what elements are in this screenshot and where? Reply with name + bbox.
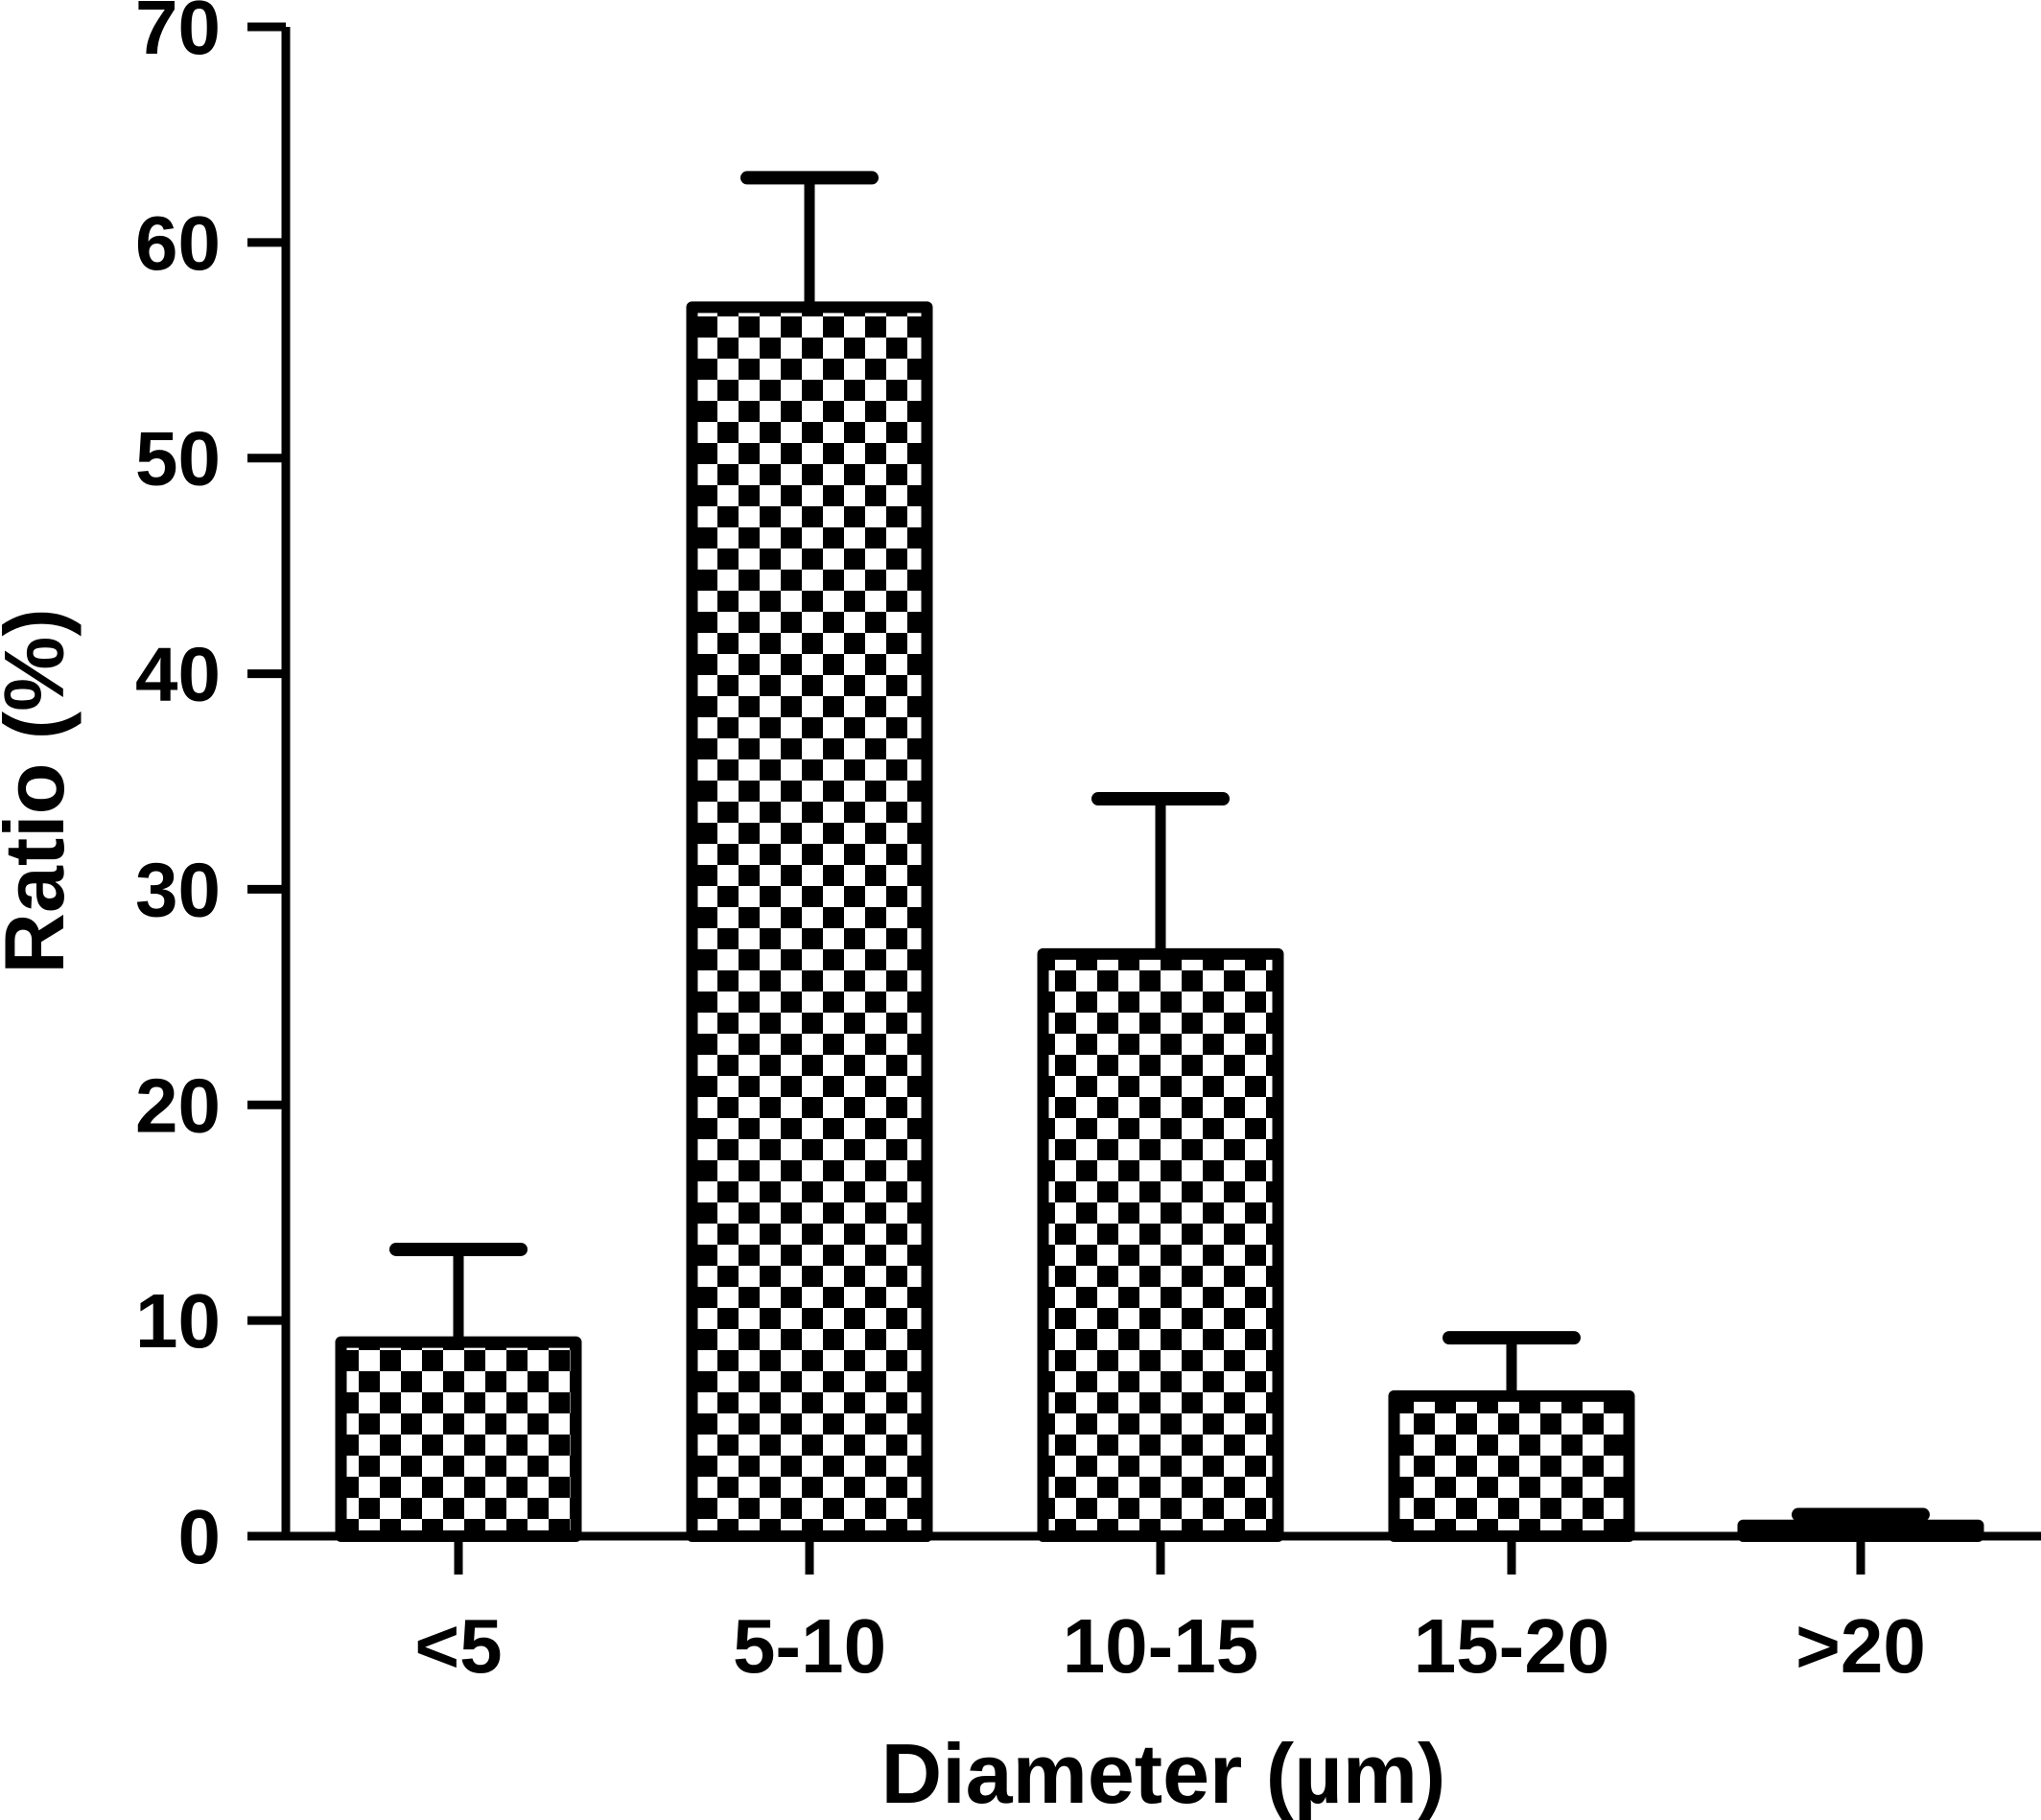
x-axis-title: Diameter (µm): [881, 1726, 1446, 1820]
x-tick-label: 10-15: [1063, 1603, 1259, 1689]
y-tick-label: 30: [135, 847, 221, 932]
x-tick-label: >20: [1795, 1603, 1926, 1689]
bar: [686, 301, 933, 1542]
y-tick-label: 60: [135, 200, 221, 286]
error-bars-layer: [389, 171, 1930, 1526]
x-tick-label: 15-20: [1414, 1603, 1610, 1689]
bar: [1388, 1389, 1635, 1543]
bar: [335, 1336, 582, 1542]
y-tick-label: 10: [135, 1278, 221, 1364]
x-ticks-layer: <5 5-10 10-15 15-20 >20: [414, 1536, 1926, 1689]
y-tick-label: 20: [135, 1062, 221, 1148]
y-ticks-layer: 0 10 20 30 40 50 60 70: [135, 0, 286, 1579]
y-tick-label: 50: [135, 416, 221, 502]
y-tick-label: 40: [135, 632, 221, 717]
bar: [1037, 947, 1284, 1542]
y-tick-label: 70: [135, 0, 221, 70]
x-tick-label: 5-10: [733, 1603, 886, 1689]
y-axis-title: Ratio (%): [0, 608, 82, 973]
x-tick-label: <5: [414, 1603, 502, 1689]
y-tick-label: 0: [178, 1494, 222, 1579]
